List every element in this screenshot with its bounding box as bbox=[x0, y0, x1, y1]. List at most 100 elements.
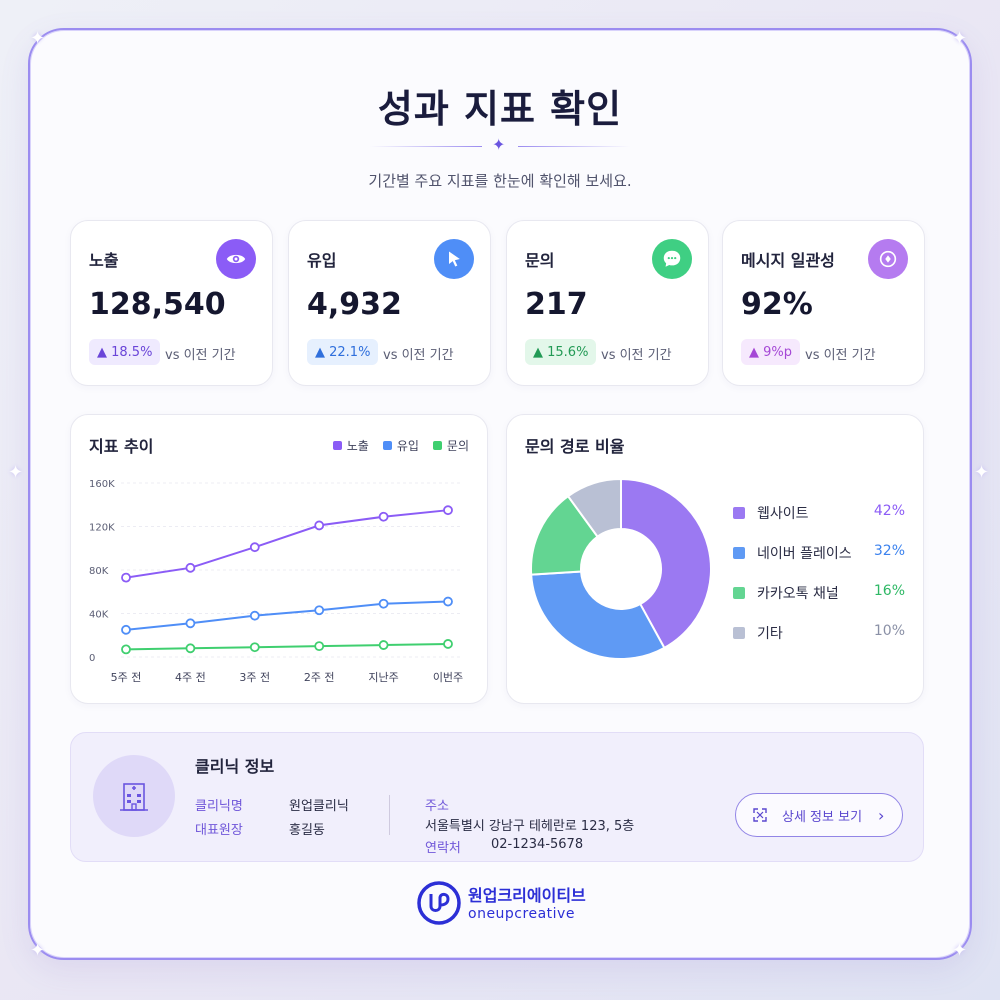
kpi-card-consistency: 메시지 일관성 92% ▲ 9%p vs 이전 기간 bbox=[722, 220, 925, 386]
legend-item: 노출 bbox=[332, 437, 369, 454]
address-label: 주소 bbox=[425, 799, 449, 814]
expand-icon bbox=[753, 808, 767, 822]
logo-mark-icon bbox=[417, 881, 461, 925]
data-point bbox=[443, 596, 453, 607]
page-title: 성과 지표 확인 bbox=[377, 87, 623, 131]
data-point bbox=[249, 542, 260, 553]
data-point bbox=[314, 641, 325, 652]
comparison-label: vs 이전 기간 bbox=[601, 348, 672, 363]
change-badge: ▲ 22.1% bbox=[307, 339, 379, 365]
chevron-right-icon: › bbox=[878, 805, 885, 825]
data-point bbox=[249, 610, 260, 621]
clinic-name-value: 원업클리닉 bbox=[289, 799, 349, 814]
y-tick-label: 120K bbox=[89, 523, 115, 534]
legend-item: 카카오톡 채널 16% bbox=[733, 583, 905, 623]
change-badge: ▲ 15.6% bbox=[525, 339, 597, 365]
legend-item: 문의 bbox=[432, 437, 469, 454]
sparkle-icon: ✦ bbox=[8, 462, 24, 483]
data-point bbox=[185, 562, 196, 573]
data-point bbox=[378, 511, 389, 522]
clinic-name-label: 클리닉명 bbox=[195, 799, 243, 814]
y-tick-label: 40K bbox=[89, 610, 109, 621]
data-point bbox=[185, 618, 196, 629]
data-point bbox=[443, 505, 453, 516]
kpi-value: 217 bbox=[525, 287, 588, 322]
x-tick-label: 2주 전 bbox=[304, 671, 335, 684]
brand-name-english: oneupcreative bbox=[468, 906, 575, 922]
donut-slice bbox=[566, 477, 622, 539]
eye-icon bbox=[216, 239, 256, 279]
y-tick-label: 0 bbox=[89, 653, 95, 664]
series-line bbox=[125, 600, 449, 631]
donut-slice bbox=[530, 570, 666, 660]
phone-label: 연락처 bbox=[425, 841, 461, 856]
director-label: 대표원장 bbox=[195, 823, 243, 838]
sparkle-icon: ✦ bbox=[30, 28, 46, 49]
y-tick-label: 160K bbox=[89, 479, 115, 490]
kpi-card-visits: 유입 4,932 ▲ 22.1% vs 이전 기간 bbox=[288, 220, 491, 386]
legend-item: 기타 10% bbox=[733, 623, 905, 663]
data-point bbox=[121, 572, 131, 583]
director-value: 홍길동 bbox=[289, 823, 325, 838]
kpi-value: 92% bbox=[741, 287, 813, 322]
target-icon bbox=[868, 239, 908, 279]
ratio-chart-title: 문의 경로 비율 bbox=[525, 437, 625, 456]
chat-icon bbox=[652, 239, 692, 279]
sparkle-icon: ✦ bbox=[974, 462, 990, 483]
view-details-label: 상세 정보 보기 bbox=[782, 809, 863, 825]
x-tick-label: 4주 전 bbox=[175, 671, 206, 684]
x-tick-label: 이번주 bbox=[433, 671, 463, 684]
kpi-label: 노출 bbox=[89, 251, 119, 270]
clinic-info-panel: 클리닉 정보 클리닉명 원업클리닉 대표원장 홍길동 주소 서울특별시 강남구 … bbox=[70, 732, 924, 862]
data-point bbox=[443, 639, 453, 649]
trend-line-chart: 0 40K 80K 120K 160K 5주 전 4주 전 3주 전 2주 전 지난주 이번주 bbox=[89, 479, 463, 684]
change-badge: ▲ 9%p bbox=[741, 339, 801, 365]
brand-name-korean: 원업크리에이티브 bbox=[468, 886, 586, 905]
data-point bbox=[314, 605, 325, 616]
series-line bbox=[125, 642, 449, 651]
trend-chart-title: 지표 추이 bbox=[89, 437, 154, 456]
x-tick-label: 5주 전 bbox=[111, 671, 142, 684]
comparison-label: vs 이전 기간 bbox=[805, 348, 876, 363]
x-tick-label: 3주 전 bbox=[239, 671, 270, 684]
data-point bbox=[185, 643, 196, 654]
data-point bbox=[314, 520, 325, 531]
sparkle-icon: ✦ bbox=[952, 28, 968, 49]
page-subtitle: 기간별 주요 지표를 한눈에 확인해 보세요. bbox=[368, 172, 632, 190]
kpi-value: 4,932 bbox=[307, 287, 402, 322]
legend-item: 웹사이트 42% bbox=[733, 503, 905, 543]
kpi-card-impressions: 노출 128,540 ▲ 18.5% vs 이전 기간 bbox=[70, 220, 273, 386]
data-point bbox=[249, 642, 260, 653]
cursor-icon bbox=[434, 239, 474, 279]
data-point bbox=[121, 644, 131, 655]
sparkle-icon: ✦ bbox=[952, 940, 968, 961]
data-point bbox=[378, 640, 389, 650]
clinic-title: 클리닉 정보 bbox=[195, 757, 275, 776]
view-details-button[interactable]: 상세 정보 보기 › bbox=[735, 793, 903, 837]
change-badge: ▲ 18.5% bbox=[89, 339, 161, 365]
ratio-chart-panel: 문의 경로 비율 웹사이트 42% 네이버 플레이스 32% 카카오톡 채널 1… bbox=[506, 414, 924, 704]
data-point bbox=[121, 624, 131, 635]
kpi-label: 문의 bbox=[525, 251, 555, 270]
sparkle-icon: ✦ bbox=[30, 940, 46, 961]
series-line bbox=[125, 509, 449, 579]
kpi-value: 128,540 bbox=[89, 287, 226, 322]
building-icon bbox=[93, 755, 175, 837]
title-divider: ✦ bbox=[370, 135, 630, 154]
kpi-label: 유입 bbox=[307, 251, 337, 270]
legend-item: 네이버 플레이스 32% bbox=[733, 543, 905, 583]
comparison-label: vs 이전 기간 bbox=[383, 348, 454, 363]
phone-value: 02-1234-5678 bbox=[491, 837, 584, 852]
info-divider bbox=[389, 795, 390, 835]
address-value: 서울특별시 강남구 테헤란로 123, 5층 bbox=[425, 819, 635, 834]
ratio-donut-chart bbox=[530, 477, 712, 660]
kpi-card-inquiries: 문의 217 ▲ 15.6% vs 이전 기간 bbox=[506, 220, 709, 386]
x-tick-label: 지난주 bbox=[368, 671, 398, 684]
trend-chart-panel: 지표 추이 노출 유입 문의 0 40K 80K 120K 160K 5주 전 4주 전 3주… bbox=[70, 414, 488, 704]
ratio-legend: 웹사이트 42% 네이버 플레이스 32% 카카오톡 채널 16% 기타 10% bbox=[733, 503, 905, 663]
sparkle-icon: ✦ bbox=[492, 135, 506, 154]
trend-legend: 노출 유입 문의 bbox=[332, 437, 469, 454]
comparison-label: vs 이전 기간 bbox=[165, 348, 236, 363]
kpi-label: 메시지 일관성 bbox=[741, 251, 835, 270]
y-tick-label: 80K bbox=[89, 566, 109, 577]
